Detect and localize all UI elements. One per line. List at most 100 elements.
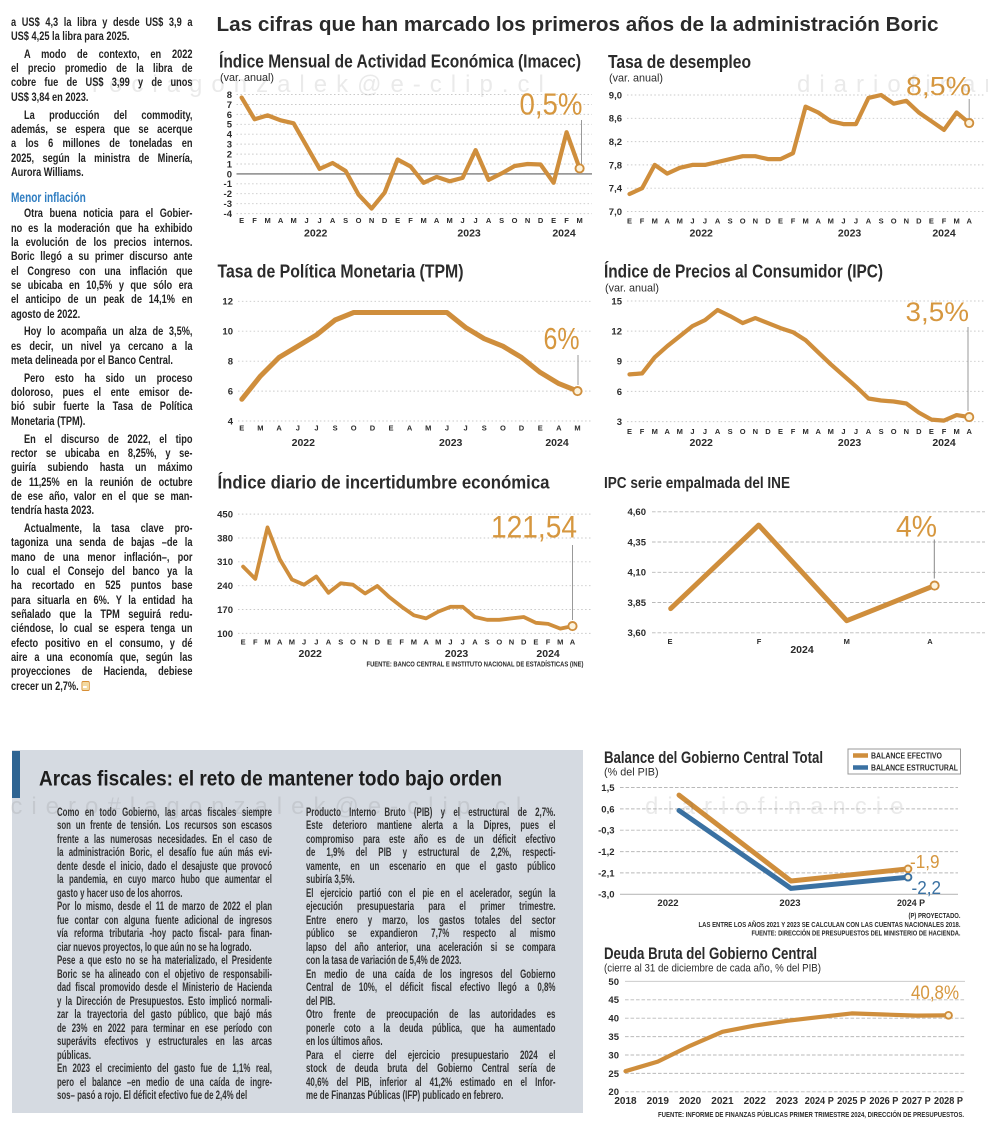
svg-text:A: A: [966, 427, 972, 436]
svg-text:E: E: [239, 216, 244, 225]
svg-text:J: J: [690, 427, 694, 436]
svg-text:8: 8: [228, 357, 233, 368]
svg-text:O: O: [891, 427, 897, 436]
svg-text:7,4: 7,4: [609, 184, 623, 195]
svg-text:F: F: [791, 427, 796, 436]
svg-text:2024: 2024: [552, 228, 576, 240]
svg-text:M: M: [411, 638, 417, 647]
svg-text:2019: 2019: [647, 1096, 670, 1107]
svg-text:2023: 2023: [779, 898, 800, 909]
svg-text:IPC serie empalmada del INE: IPC serie empalmada del INE: [604, 475, 790, 492]
svg-text:N: N: [509, 638, 514, 647]
svg-text:F: F: [757, 637, 762, 646]
svg-text:S: S: [728, 427, 733, 436]
svg-text:D: D: [519, 424, 525, 433]
svg-text:2028 P: 2028 P: [934, 1096, 963, 1107]
svg-text:S: S: [879, 427, 884, 436]
svg-text:O: O: [350, 638, 356, 647]
svg-text:2023: 2023: [457, 228, 481, 240]
svg-text:A: A: [278, 216, 284, 225]
svg-text:J: J: [690, 217, 694, 226]
svg-text:D: D: [916, 427, 922, 436]
svg-text:310: 310: [217, 557, 233, 568]
svg-text:8,2: 8,2: [609, 137, 622, 148]
svg-text:8: 8: [227, 90, 232, 101]
svg-text:Las cifras que han marcado los: Las cifras que han marcado los primeros …: [217, 13, 939, 36]
svg-text:Deuda Bruta del Gobierno Centr: Deuda Bruta del Gobierno Central: [604, 944, 817, 963]
svg-text:-1,2: -1,2: [598, 847, 614, 858]
svg-text:O: O: [356, 216, 362, 225]
svg-text:N: N: [753, 427, 758, 436]
svg-text:(var. anual): (var. anual): [609, 73, 663, 85]
svg-text:E: E: [395, 216, 400, 225]
svg-text:4,60: 4,60: [628, 507, 647, 518]
svg-text:M: M: [446, 216, 452, 225]
svg-text:N: N: [753, 217, 758, 226]
svg-text:S: S: [333, 424, 338, 433]
svg-text:-1: -1: [224, 179, 233, 190]
svg-text:LAS ENTRE LOS AÑOS 2021 Y 2023: LAS ENTRE LOS AÑOS 2021 Y 2023 SE CALCUL…: [699, 920, 961, 929]
svg-text:30: 30: [608, 1050, 619, 1061]
svg-text:6: 6: [228, 387, 233, 398]
svg-text:2: 2: [227, 150, 232, 161]
svg-text:0,6: 0,6: [601, 804, 614, 815]
svg-text:(var. anual): (var. anual): [220, 72, 274, 84]
svg-text:-2: -2: [224, 189, 232, 200]
svg-text:50: 50: [608, 977, 619, 988]
svg-text:380: 380: [217, 533, 233, 544]
svg-text:6: 6: [617, 387, 622, 398]
svg-text:D: D: [370, 424, 376, 433]
svg-text:5: 5: [227, 120, 233, 131]
svg-text:N: N: [362, 638, 367, 647]
svg-text:M: M: [290, 216, 296, 225]
svg-text:12: 12: [222, 297, 233, 308]
svg-text:S: S: [343, 216, 348, 225]
svg-text:Tasa de desempleo: Tasa de desempleo: [608, 52, 751, 72]
svg-text:A: A: [326, 638, 332, 647]
svg-text:A: A: [277, 638, 283, 647]
svg-text:6: 6: [227, 110, 232, 121]
svg-text:121,54: 121,54: [491, 509, 577, 545]
svg-text:4: 4: [228, 416, 234, 427]
svg-text:E: E: [627, 427, 632, 436]
svg-text:J: J: [296, 424, 300, 433]
svg-text:M: M: [802, 217, 808, 226]
svg-text:-4: -4: [224, 209, 233, 220]
svg-text:7,8: 7,8: [609, 160, 622, 171]
svg-text:E: E: [929, 217, 934, 226]
svg-text:Balance del Gobierno Central T: Balance del Gobierno Central Total: [604, 748, 823, 767]
svg-text:S: S: [499, 216, 504, 225]
svg-text:E: E: [778, 217, 783, 226]
svg-text:J: J: [448, 638, 452, 647]
svg-text:M: M: [677, 427, 683, 436]
svg-text:F: F: [640, 217, 645, 226]
svg-text:J: J: [445, 424, 449, 433]
svg-text:F: F: [942, 427, 947, 436]
svg-text:2023: 2023: [838, 228, 862, 240]
svg-text:6%: 6%: [544, 321, 580, 356]
svg-text:J: J: [841, 217, 845, 226]
svg-text:A: A: [330, 216, 336, 225]
svg-text:J: J: [461, 216, 465, 225]
svg-text:O: O: [891, 217, 897, 226]
svg-text:2024 P: 2024 P: [897, 898, 926, 909]
svg-text:A: A: [486, 216, 492, 225]
svg-text:2024: 2024: [932, 228, 956, 240]
svg-text:N: N: [525, 216, 530, 225]
svg-text:F: F: [564, 216, 569, 225]
svg-text:J: J: [474, 216, 478, 225]
svg-text:2021: 2021: [711, 1096, 734, 1107]
svg-text:2023: 2023: [439, 437, 463, 449]
svg-text:J: J: [461, 638, 465, 647]
svg-text:M: M: [576, 216, 582, 225]
svg-text:J: J: [854, 217, 858, 226]
svg-text:F: F: [546, 638, 551, 647]
svg-text:J: J: [464, 424, 468, 433]
svg-text:O: O: [512, 216, 518, 225]
svg-text:Índice diario de incertidumbre: Índice diario de incertidumbre económica: [218, 472, 551, 493]
svg-text:Índice Mensual de Actividad Ec: Índice Mensual de Actividad Económica (I…: [219, 51, 581, 72]
svg-text:(cierre al 31 de diciembre de: (cierre al 31 de diciembre de cada año, …: [604, 963, 821, 975]
svg-text:E: E: [388, 424, 393, 433]
svg-text:8,5%: 8,5%: [906, 71, 971, 101]
svg-text:4%: 4%: [896, 511, 937, 544]
